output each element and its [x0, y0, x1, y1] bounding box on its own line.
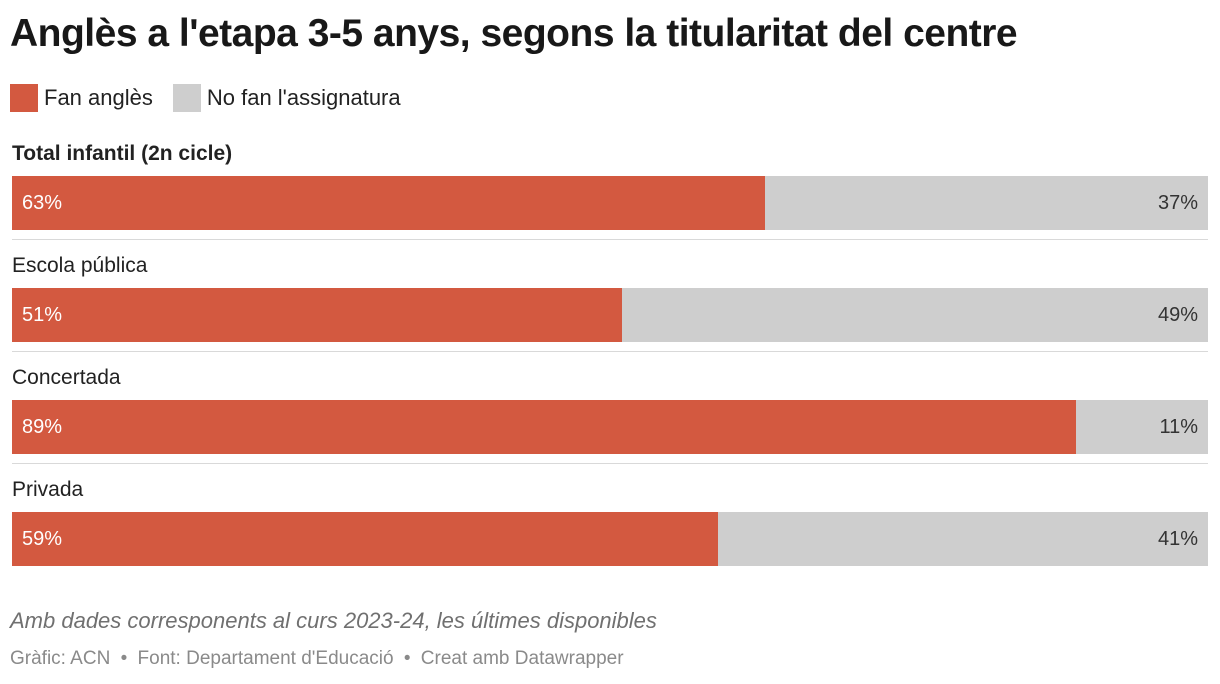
chart-notes: Amb dades corresponents al curs 2023-24,… [10, 608, 657, 633]
bar-segment-no-fan: 41% [717, 512, 1208, 566]
category-label: Escola pública [12, 254, 148, 277]
chart-footer: Gràfic: ACN • Font: Departament d'Educac… [10, 648, 624, 670]
legend-item-no-fan: No fan l'assignatura [172, 84, 401, 112]
bar-segment-fan-angles: 89% [12, 400, 1077, 454]
category-label: Total infantil (2n cicle) [12, 142, 233, 165]
row-divider [12, 239, 1208, 240]
stacked-bar: 63% 37% [12, 176, 1208, 230]
data-label: 89% [22, 415, 63, 438]
bar-segment-no-fan: 11% [1076, 400, 1208, 454]
bar-segment-no-fan: 37% [765, 176, 1208, 230]
stacked-bar: 59% 41% [12, 512, 1208, 566]
category-label: Privada [12, 478, 84, 501]
stacked-bar: 51% 49% [12, 288, 1208, 342]
category-label: Concertada [12, 366, 121, 389]
footer-source: Font: Departament d'Educació [137, 648, 394, 669]
bar-row: Escola pública 51% 49% [12, 250, 1208, 362]
legend-swatch-fan-angles [10, 84, 38, 112]
data-label: 59% [22, 527, 63, 550]
footer-tool: Creat amb Datawrapper [420, 648, 624, 669]
data-label: 51% [22, 303, 63, 326]
footer-separator: • [120, 648, 128, 669]
row-divider [12, 351, 1208, 352]
footer-separator: • [403, 648, 411, 669]
row-divider [12, 463, 1208, 464]
legend-swatch-no-fan [172, 84, 201, 112]
bar-segment-fan-angles: 59% [12, 512, 718, 566]
bar-row: Total infantil (2n cicle) 63% 37% [12, 138, 1208, 250]
stacked-bar: 89% 11% [12, 400, 1208, 454]
chart-legend: Fan anglès No fan l'assignatura [10, 84, 421, 112]
bar-row: Privada 59% 41% [12, 474, 1208, 586]
stacked-bar-chart: Total infantil (2n cicle) 63% 37% Escola pú… [12, 138, 1208, 586]
bar-segment-no-fan: 49% [621, 288, 1208, 342]
legend-label-no-fan: No fan l'assignatura [206, 85, 401, 110]
data-label: 49% [1157, 303, 1198, 326]
legend-label-fan-angles: Fan anglès [44, 85, 153, 110]
footer-credit: Gràfic: ACN [10, 648, 111, 669]
bar-segment-fan-angles: 51% [12, 288, 622, 342]
bar-row: Concertada 89% 11% [12, 362, 1208, 474]
legend-item-fan-angles: Fan anglès [10, 84, 153, 112]
chart-title: Anglès a l'etapa 3-5 anys, segons la tit… [10, 12, 1018, 55]
data-label: 63% [22, 191, 63, 214]
bar-segment-fan-angles: 63% [12, 176, 766, 230]
data-label: 41% [1157, 527, 1198, 550]
data-label: 11% [1159, 415, 1198, 438]
data-label: 37% [1157, 191, 1198, 214]
